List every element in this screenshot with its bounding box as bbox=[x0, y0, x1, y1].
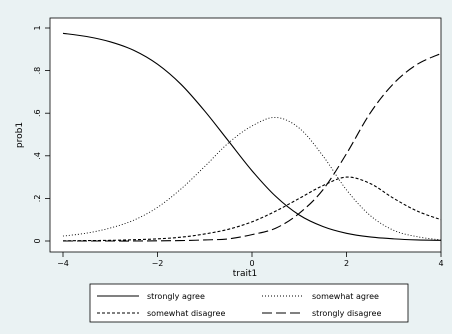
y-tick-label: .4 bbox=[33, 152, 42, 160]
x-tick-label: −2 bbox=[152, 259, 164, 268]
series-line-strongly-agree bbox=[62, 32, 442, 241]
x-tick-label: −4 bbox=[57, 259, 69, 268]
series-layer bbox=[62, 32, 442, 242]
x-tick-label: 2 bbox=[344, 259, 349, 268]
y-tick-label: 0 bbox=[33, 238, 42, 243]
y-tick-label: .6 bbox=[33, 109, 42, 117]
legend-box bbox=[89, 283, 409, 323]
x-tick-label: 0 bbox=[249, 259, 254, 268]
y-tick-label: .2 bbox=[33, 195, 42, 203]
series-line-somewhat-disagree bbox=[62, 176, 442, 242]
plot-area bbox=[49, 17, 442, 253]
legend-label-somewhat-agree: somewhat agree bbox=[312, 292, 379, 301]
y-tick-label: .8 bbox=[33, 67, 42, 75]
legend-label-strongly-disagree: strongly disagree bbox=[312, 309, 381, 318]
series-line-strongly-disagree bbox=[63, 53, 442, 242]
legend-label-strongly-agree: strongly agree bbox=[147, 292, 205, 301]
legend: strongly agree somewhat agree somewhat dis… bbox=[89, 283, 409, 323]
y-tick-label: 1 bbox=[33, 25, 42, 30]
y-axis: 0 .2 .4 .6 .8 1 bbox=[33, 25, 50, 244]
legend-label-somewhat-disagree: somewhat disagree bbox=[147, 309, 225, 318]
x-tick-label: 4 bbox=[438, 259, 443, 268]
y-axis-label: prob1 bbox=[15, 122, 25, 148]
x-axis-label: trait1 bbox=[233, 269, 258, 279]
x-axis: −4 −2 0 2 4 bbox=[57, 252, 444, 268]
